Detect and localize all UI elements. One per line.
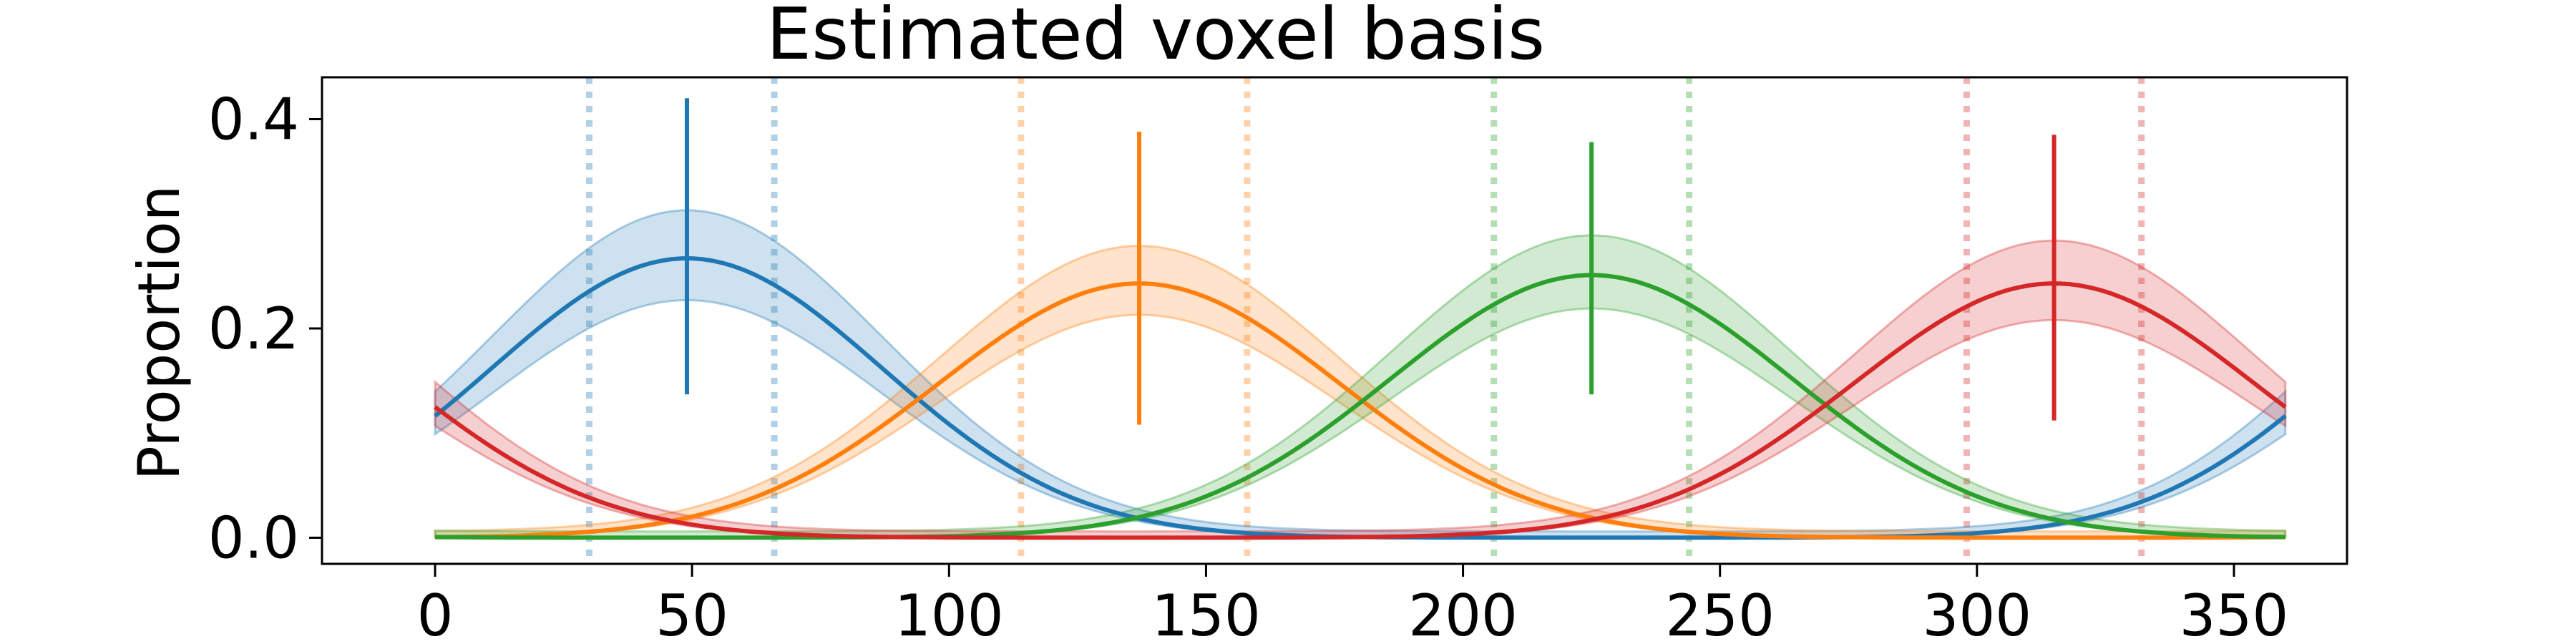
y-ticks: 0.0 0.2 0.4 (208, 86, 322, 571)
y-tick-label: 0.4 (208, 86, 299, 152)
x-tick-label: 350 (2180, 582, 2289, 644)
y-tick-label: 0.0 (208, 504, 299, 571)
x-tick-label: 150 (1151, 582, 1261, 644)
series-1-band (434, 209, 2287, 539)
chart-title: Estimated voxel basis (766, 0, 1545, 76)
x-tick-label: 300 (1922, 582, 2031, 644)
y-axis-label: Proportion (126, 185, 192, 481)
x-tick-label: 50 (655, 582, 728, 644)
errorbar-layer (684, 98, 2057, 425)
plot-frame (321, 76, 2348, 565)
line-layer (434, 256, 2287, 540)
series-4-line (434, 281, 2287, 540)
x-tick-label: 0 (417, 582, 454, 644)
y-tick-label: 0.2 (208, 296, 299, 362)
x-tick-label: 250 (1665, 582, 1775, 644)
x-ticks: 0 50 100 150 200 250 300 350 (417, 564, 2289, 644)
series-2-line (434, 281, 2285, 540)
x-tick-label: 100 (894, 582, 1004, 644)
x-tick-label: 200 (1408, 582, 1518, 644)
series-3-line (434, 273, 2285, 540)
